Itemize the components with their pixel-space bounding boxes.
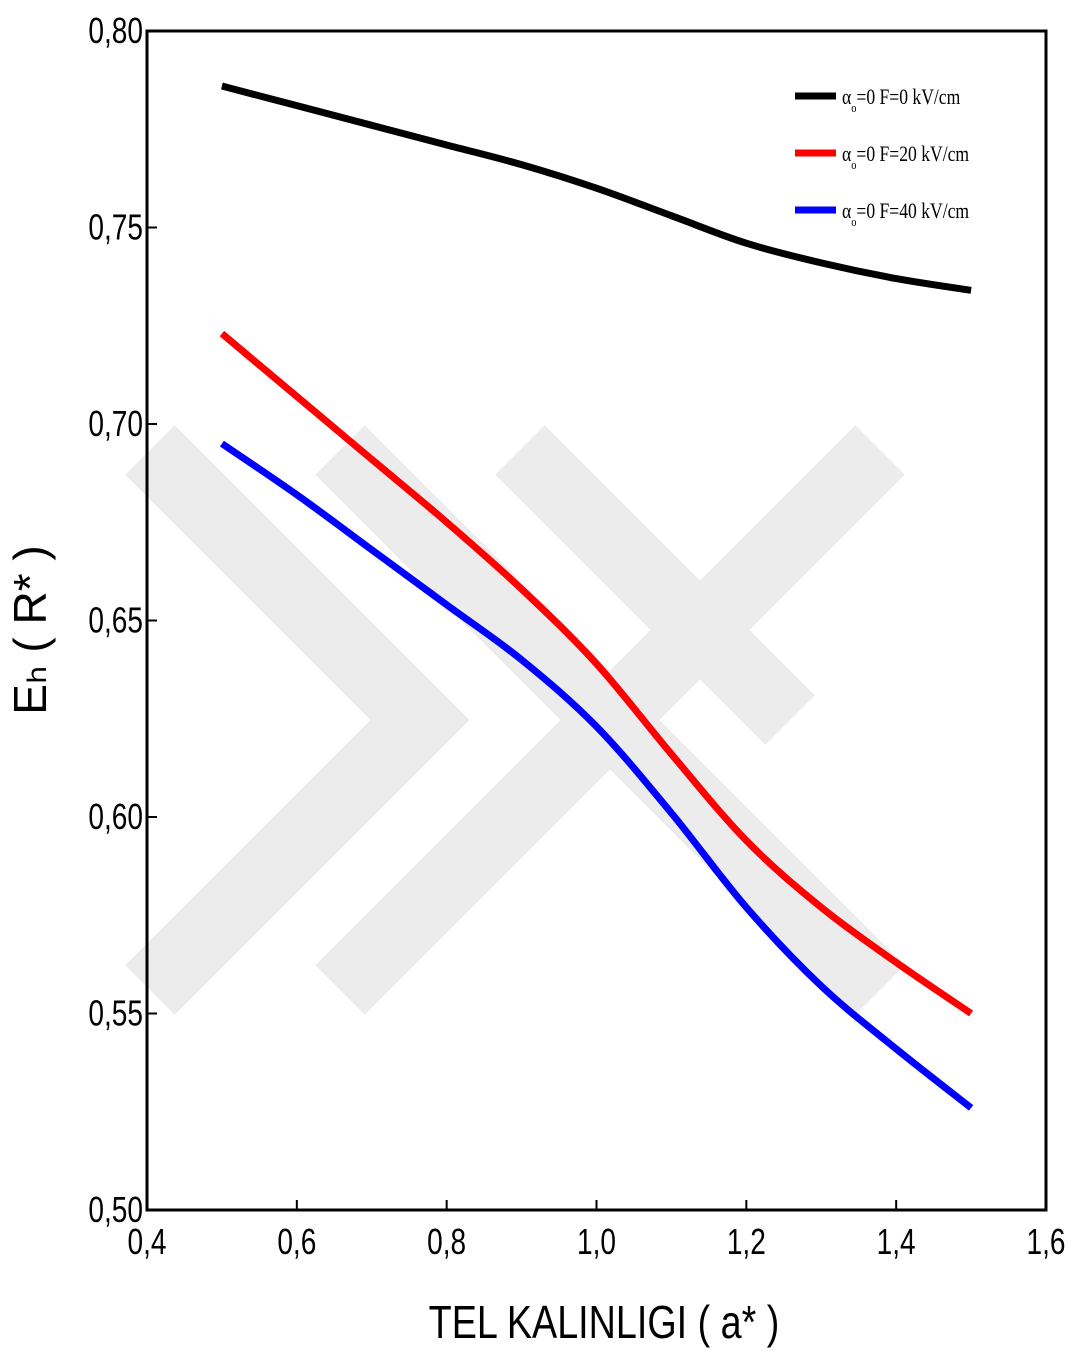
x-axis: 0,4 0,6 0,8 1,0 1,2 1,4 1,6 — [127, 1200, 1066, 1262]
series-line-3 — [219, 440, 974, 1111]
series-line-1 — [221, 82, 972, 294]
watermark-logo — [125, 425, 905, 1015]
x-tick-label: 1,4 — [877, 1222, 916, 1262]
y-tick-label: 0,50 — [88, 1190, 143, 1230]
y-axis-title: Eₕ ( R* ) — [4, 545, 56, 714]
x-tick-label: 1,0 — [577, 1222, 616, 1262]
y-tick-label: 0,70 — [88, 404, 143, 444]
legend-label: =0 F=40 kV/cm — [856, 199, 969, 223]
legend-alpha: α — [842, 85, 851, 109]
legend-alpha-subscript: o — [851, 215, 856, 229]
y-tick-label: 0,75 — [88, 207, 143, 247]
series-line-2 — [219, 330, 974, 1017]
x-tick-label: 0,8 — [427, 1222, 466, 1262]
legend-alpha-subscript: o — [851, 158, 856, 172]
x-tick-label: 0,6 — [277, 1222, 316, 1262]
legend-alpha: α — [842, 199, 851, 223]
x-tick-label: 1,6 — [1026, 1222, 1065, 1262]
x-tick-label: 1,2 — [727, 1222, 766, 1262]
y-axis: 0,50 0,55 0,60 0,65 0,70 0,75 0,80 — [88, 11, 157, 1230]
y-tick-label: 0,60 — [88, 797, 143, 837]
series-lines — [219, 82, 974, 1111]
y-tick-label: 0,55 — [88, 993, 143, 1033]
y-tick-label: 0,65 — [88, 600, 143, 640]
y-tick-label: 0,80 — [88, 11, 143, 51]
legend-label: =0 F=0 kV/cm — [856, 85, 960, 109]
legend-label: =0 F=20 kV/cm — [856, 142, 969, 166]
legend-entry-1: αo=0 F=0 kV/cm — [842, 85, 961, 115]
legend-alpha: α — [842, 142, 851, 166]
legend-entry-2: αo=0 F=20 kV/cm — [842, 142, 970, 172]
legend-entry-3: αo=0 F=40 kV/cm — [842, 199, 970, 229]
x-axis-title: TEL KALINLIGI ( a* ) — [429, 1296, 780, 1347]
x-tick-label: 0,4 — [127, 1222, 166, 1262]
legend-alpha-subscript: o — [851, 101, 856, 115]
